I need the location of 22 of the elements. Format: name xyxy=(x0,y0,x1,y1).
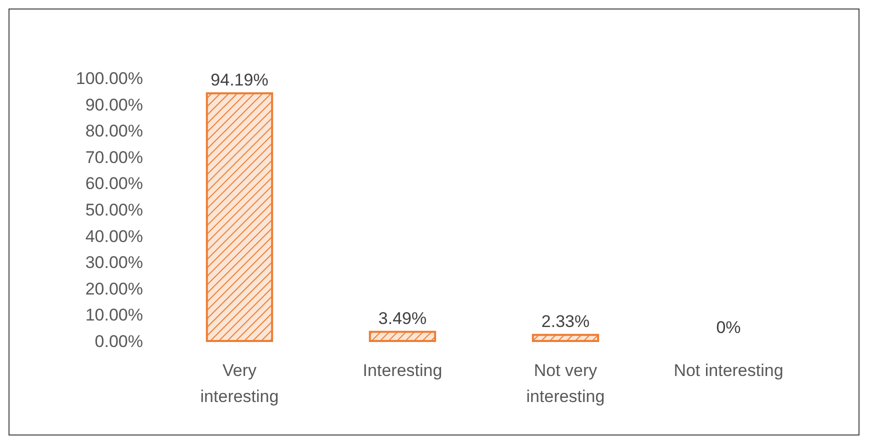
y-tick-label: 70.00% xyxy=(85,148,143,167)
y-tick-label: 60.00% xyxy=(85,174,143,194)
x-tick-label: Interesting xyxy=(362,361,442,380)
y-tick-label: 30.00% xyxy=(85,253,143,272)
x-tick-label: Not interesting xyxy=(674,361,784,380)
data-label: 0% xyxy=(716,318,741,337)
y-tick-label: 100.00% xyxy=(76,68,143,88)
x-tick-label: Very interesting xyxy=(200,361,279,406)
data-label: 3.49% xyxy=(378,308,427,328)
bar xyxy=(368,330,436,342)
y-tick-label: 50.00% xyxy=(85,200,143,220)
y-tick-label: 80.00% xyxy=(85,122,143,141)
data-label: 2.33% xyxy=(541,312,590,331)
x-tick-label: Not very interesting xyxy=(526,361,605,406)
y-tick-label: 40.00% xyxy=(85,226,143,246)
y-tick-label: 10.00% xyxy=(85,306,143,325)
y-tick-label: 90.00% xyxy=(85,95,143,114)
y-tick-label: 20.00% xyxy=(85,279,143,298)
bar xyxy=(532,334,600,342)
bar xyxy=(206,92,274,342)
data-label: 94.19% xyxy=(210,70,268,90)
y-tick-label: 0.00% xyxy=(94,332,143,351)
